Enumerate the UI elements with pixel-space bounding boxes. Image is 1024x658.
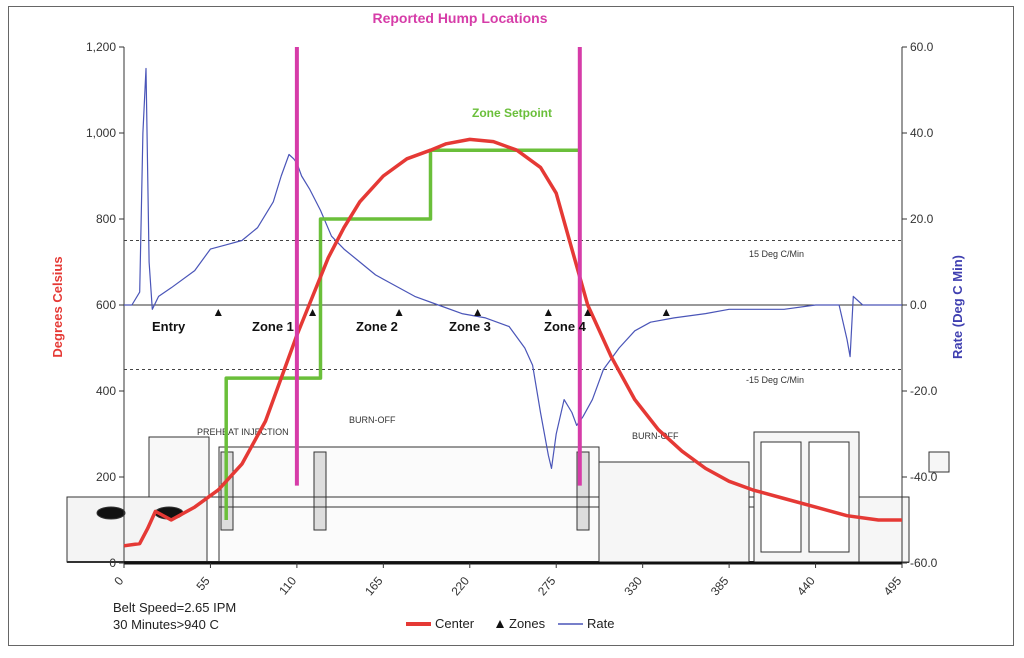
furnace-burnoff-coil — [313, 451, 327, 531]
belt-speed-note: Belt Speed=2.65 IPM — [113, 600, 236, 615]
furnace-illustration — [66, 431, 950, 563]
y-left-tick-label: 1,000 — [86, 126, 116, 140]
furnace-entry-section — [66, 496, 208, 563]
zone-label-1: Zone 1 — [252, 319, 294, 334]
hump-lines-group — [294, 47, 582, 486]
zone-marker — [214, 309, 222, 316]
chart-svg: Reported Hump Locations Degrees Celsius … — [50, 10, 965, 632]
series-group — [123, 67, 902, 548]
x-tick-label: 165 — [362, 574, 386, 599]
zone-marker — [309, 309, 317, 316]
legend-zones-label: Zones — [509, 616, 546, 631]
zone-marker — [662, 309, 670, 316]
x-tick-label: 55 — [193, 574, 213, 593]
y-left-tick-label: 400 — [96, 384, 116, 398]
machine-label-burnoff-1: BURN-OFF — [349, 415, 396, 425]
y-right-tick-label: 60.0 — [910, 40, 934, 54]
y-right-tick-label: 40.0 — [910, 126, 934, 140]
series-line-zone-setpoint — [224, 148, 580, 520]
y-axis-right-title: Rate (Deg C Min) — [950, 255, 965, 359]
y-left-tick-label: 600 — [96, 298, 116, 312]
zone-marker — [544, 309, 552, 316]
x-tick-label: 495 — [881, 574, 905, 599]
y-right-tick-label: -40.0 — [910, 470, 938, 484]
y-axis-left-title: Degrees Celsius — [50, 256, 65, 357]
y-right-tick-label: -20.0 — [910, 384, 938, 398]
x-tick-label: 330 — [621, 574, 645, 599]
duration-note: 30 Minutes>940 C — [113, 617, 219, 632]
machine-label-burnoff-2: BURN-OFF — [632, 431, 679, 441]
setpoint-label: Zone Setpoint — [472, 106, 552, 120]
reference-label-neg: -15 Deg C/Min — [746, 375, 804, 385]
legend-rate-label: Rate — [587, 616, 614, 631]
furnace-control-panel-2 — [808, 441, 850, 553]
machine-label-preheat: PREHEAT INJECTION — [197, 427, 289, 437]
zone-label-3: Zone 3 — [449, 319, 491, 334]
y-left-tick-label: 800 — [96, 212, 116, 226]
furnace-top-fitting — [928, 451, 950, 473]
x-tick-label: 440 — [794, 574, 818, 599]
y-left-tick-label: 0 — [109, 556, 116, 570]
x-tick-label: 0 — [111, 574, 126, 588]
series-line-center — [123, 137, 902, 548]
zone-label-4: Zone 4 — [544, 319, 587, 334]
x-tick-label: 275 — [535, 574, 559, 599]
chart-title: Reported Hump Locations — [372, 10, 547, 26]
zone-marker — [584, 309, 592, 316]
zone-label-2: Zone 2 — [356, 319, 398, 334]
furnace-entry-port-1 — [96, 506, 126, 520]
reference-label-pos: 15 Deg C/Min — [749, 249, 804, 259]
y-right-tick-label: -60.0 — [910, 556, 938, 570]
zone-markers-group — [214, 309, 670, 316]
chart-frame: Reported Hump Locations Degrees Celsius … — [8, 6, 1014, 646]
x-tick-label: 110 — [276, 574, 299, 598]
legend: Center Zones Rate — [406, 616, 614, 631]
furnace-main-body — [218, 446, 600, 563]
reference-lines-group — [124, 240, 902, 370]
zone-label-entry: Entry — [152, 319, 186, 334]
y-right-tick-label: 0.0 — [910, 298, 927, 312]
x-tick-label: 385 — [708, 574, 732, 599]
legend-zones-swatch — [496, 620, 504, 628]
furnace-hood — [148, 436, 210, 498]
zone-marker — [474, 309, 482, 316]
y-left-tick-label: 200 — [96, 470, 116, 484]
x-tick-label: 220 — [448, 574, 472, 599]
y-left-tick-label: 1,200 — [86, 40, 116, 54]
furnace-exit-section — [858, 496, 910, 563]
furnace-cooling-section — [598, 461, 750, 563]
legend-center-label: Center — [435, 616, 475, 631]
y-right-tick-label: 20.0 — [910, 212, 934, 226]
zone-marker — [395, 309, 403, 316]
series-line-rate — [124, 67, 902, 469]
